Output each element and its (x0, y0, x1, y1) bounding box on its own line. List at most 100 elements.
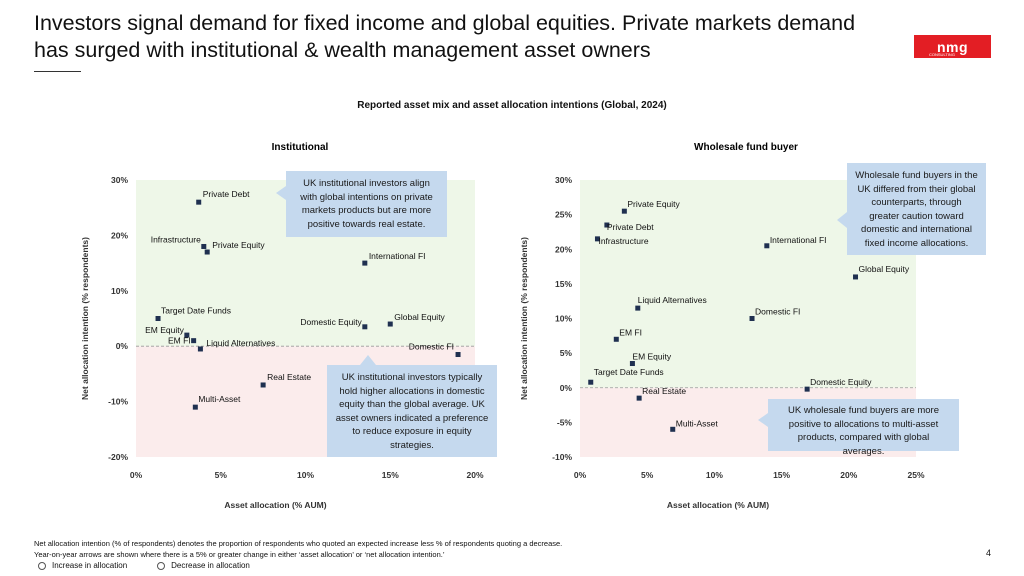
footnote-definition: Net allocation intention (% of responden… (34, 539, 563, 548)
data-point (629, 361, 635, 367)
data-label: Domestic Equity (810, 377, 872, 387)
y-tick-label: -5% (557, 417, 573, 427)
legend-increase-label: Increase in allocation (52, 561, 128, 570)
x-tick-label: 0% (130, 470, 143, 480)
data-label: Real Estate (642, 386, 686, 396)
y-tick-label: 0% (560, 383, 573, 393)
data-point (362, 324, 368, 330)
data-point (588, 379, 594, 385)
data-point (201, 243, 207, 249)
y-tick-label: 15% (555, 279, 572, 289)
data-point (204, 249, 210, 255)
data-point (455, 352, 461, 358)
arrow-legend: Increase in allocation Decrease in alloc… (38, 561, 250, 570)
data-label: Liquid Alternatives (206, 338, 275, 348)
y-tick-label: 20% (555, 244, 572, 254)
data-label: Global Equity (394, 312, 445, 322)
y-tick-label: 30% (111, 175, 128, 185)
page-number: 4 (986, 548, 992, 558)
data-point (594, 236, 600, 242)
data-point (196, 199, 202, 205)
data-label: EM Equity (145, 325, 184, 335)
data-point (670, 426, 676, 432)
data-point (362, 260, 368, 266)
logo-subtext: CONSULTING (929, 52, 955, 57)
x-axis-label: Asset allocation (% AUM) (667, 500, 769, 510)
chart-subtitle: Reported asset mix and asset allocation … (357, 100, 667, 111)
legend-decrease-label: Decrease in allocation (171, 561, 250, 570)
data-label: International FI (770, 235, 827, 245)
x-tick-label: 15% (773, 470, 790, 480)
data-label: Target Date Funds (594, 367, 664, 377)
callout-pointer (837, 212, 847, 228)
callout-wholesale-top: Wholesale fund buyers in the UK differed… (847, 163, 986, 255)
x-tick-label: 20% (466, 470, 483, 480)
data-label: Private Equity (212, 240, 265, 250)
data-point (191, 338, 197, 344)
decrease-circle-icon (157, 561, 166, 570)
callout-pointer (360, 355, 376, 365)
data-point (192, 404, 198, 410)
callout-wholesale-bottom: UK wholesale fund buyers are more positi… (768, 399, 959, 457)
y-tick-label: 10% (111, 286, 128, 296)
x-tick-label: 5% (215, 470, 228, 480)
footnote-arrows: Year-on-year arrows are shown where ther… (34, 550, 445, 559)
data-label: Infrastructure (151, 234, 201, 244)
data-label: Multi-Asset (198, 394, 241, 404)
data-label: Domestic FI (409, 342, 454, 352)
y-tick-label: -10% (108, 397, 128, 407)
y-tick-label: 20% (111, 230, 128, 240)
data-label: Domestic Equity (300, 317, 362, 327)
x-tick-label: 20% (840, 470, 857, 480)
data-label: Target Date Funds (161, 306, 231, 316)
callout-pointer (758, 413, 768, 427)
data-label: Infrastructure (598, 236, 648, 246)
data-label: Private Debt (607, 222, 654, 232)
data-label: EM FI (619, 327, 642, 337)
y-tick-label: 30% (555, 175, 572, 185)
x-tick-label: 25% (907, 470, 924, 480)
data-label: EM FI (168, 336, 191, 346)
data-point (155, 316, 161, 321)
data-point (749, 316, 755, 321)
callout-pointer (276, 186, 286, 200)
data-label: Global Equity (859, 264, 910, 274)
data-point (197, 346, 203, 352)
data-point (804, 386, 810, 392)
slide-title: Investors signal demand for fixed income… (34, 11, 856, 62)
nmg-logo: nmg (914, 35, 991, 58)
y-tick-label: 0% (116, 341, 129, 351)
y-tick-label: 10% (555, 314, 572, 324)
x-tick-label: 10% (706, 470, 723, 480)
chart-title: Wholesale fund buyer (694, 142, 798, 153)
data-label: Private Equity (627, 199, 680, 209)
x-tick-label: 5% (641, 470, 654, 480)
data-label: Liquid Alternatives (638, 295, 707, 305)
data-point (184, 332, 190, 338)
y-tick-label: -10% (552, 452, 572, 462)
y-tick-label: 25% (555, 210, 572, 220)
data-point (621, 208, 627, 214)
y-axis-label: Net allocation intention (% respondents) (80, 237, 90, 400)
data-label: Private Debt (203, 189, 250, 199)
y-tick-label: 5% (560, 348, 573, 358)
data-point (604, 222, 610, 228)
data-point (260, 382, 266, 388)
x-tick-label: 15% (382, 470, 399, 480)
x-axis-label: Asset allocation (% AUM) (224, 500, 326, 510)
logo-text: nmg (936, 38, 969, 55)
data-label: EM Equity (632, 352, 671, 362)
data-label: International FI (369, 251, 426, 261)
increase-circle-icon (38, 561, 46, 570)
callout-institutional-bottom: UK institutional investors typically hol… (327, 365, 497, 457)
data-point (387, 321, 393, 327)
title-underline (34, 71, 81, 72)
data-label: Multi-Asset (676, 418, 719, 428)
data-point (613, 336, 619, 342)
data-label: Real Estate (267, 372, 311, 382)
x-tick-label: 0% (574, 470, 587, 480)
callout-institutional-top: UK institutional investors align with gl… (286, 171, 447, 237)
y-axis-label: Net allocation intention (% respondents) (519, 237, 529, 400)
data-point (636, 395, 642, 401)
